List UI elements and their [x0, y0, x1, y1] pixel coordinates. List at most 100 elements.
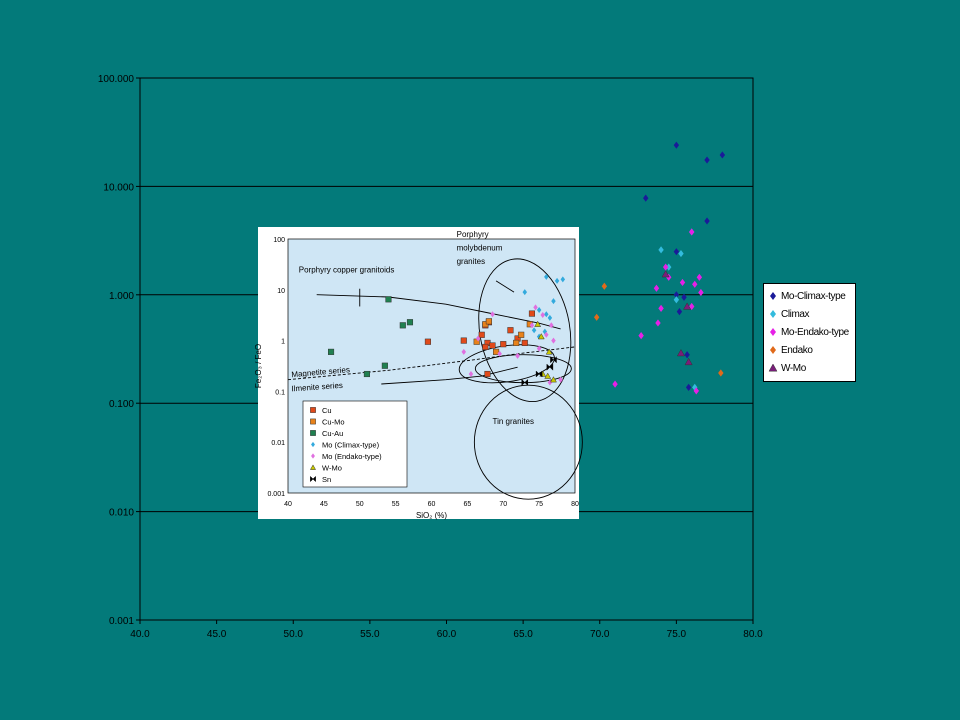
data-point: [684, 357, 693, 366]
data-point: [693, 387, 699, 395]
inset-data-point: [528, 310, 536, 317]
legend-label: Mo-Climax-type: [781, 290, 846, 302]
inset-y-tick-label: 0.001: [267, 491, 285, 498]
series-boundary-line: [287, 346, 576, 381]
data-point: [662, 263, 669, 271]
annotation-porphyry: Porphyry: [457, 230, 489, 239]
inset-data-point: [482, 343, 489, 350]
data-point: [638, 332, 644, 340]
inset-data-point: [550, 356, 557, 364]
y-tick-label: 0.010: [109, 508, 134, 519]
inset-data-point: [521, 339, 528, 346]
inset-x-tick-label: 65: [463, 501, 471, 508]
y-tick-label: 100.000: [98, 74, 135, 85]
x-tick-label: 50.0: [284, 629, 304, 640]
data-point: [718, 369, 724, 377]
inset-data-point: [490, 311, 495, 318]
x-tick-label: 80.0: [743, 629, 763, 640]
inset-legend-marker: [310, 475, 316, 483]
inset-x-tick-label: 60: [428, 501, 436, 508]
inset-data-point: [550, 376, 557, 383]
inset-axes: 0.001 0.01 0.1 1 10 100 40 45 50 55 60 65 70 75 80 SiO₂…: [254, 237, 579, 520]
inset-data-point: [544, 372, 552, 379]
data-point: [689, 302, 695, 311]
data-point: [692, 280, 698, 288]
data-point: [653, 284, 660, 292]
data-point: [673, 141, 680, 149]
inset-data-point: [475, 335, 481, 342]
diamond-marker-icon: [766, 291, 780, 301]
x-tick-label: 55.0: [360, 629, 380, 640]
inset-data-point: [363, 370, 370, 378]
inset-data-point: [554, 277, 560, 284]
inset-data-point: [540, 311, 545, 318]
data-point: [673, 296, 680, 304]
inset-data-point: [406, 319, 414, 326]
inset-y-tick-label: 1: [281, 339, 285, 346]
diamond-marker-icon: [766, 309, 780, 319]
inset-legend: Cu Cu-Mo Cu-Au Mo (Climax-type) Mo (Endako-t…: [302, 400, 408, 488]
inset-data-point: [424, 338, 431, 345]
data-point: [655, 319, 661, 327]
legend-label: Endako: [781, 344, 813, 356]
porphyry-copper-boundary: [316, 294, 561, 330]
inset-chart: 0.001 0.01 0.1 1 10 100 40 45 50 55 60 65 70 75 80 SiO₂…: [254, 227, 583, 520]
legend-marker: [770, 292, 776, 300]
inset-data-point: [533, 304, 538, 311]
y-tick-label: 0.001: [109, 616, 134, 627]
data-point: [689, 228, 695, 236]
inset-annotations: Porphyry copper granitoids Porphyry molybd…: [291, 230, 534, 426]
inset-data-point: [521, 378, 529, 387]
inset-data-point: [328, 348, 335, 355]
legend-item: W-Mo: [766, 359, 853, 377]
data-point: [683, 302, 692, 310]
inset-data-point: [536, 307, 542, 314]
data-point: [676, 307, 683, 316]
y-tick-label: 10.000: [103, 182, 134, 193]
inset-data-point: [544, 331, 549, 338]
data-point: [704, 156, 710, 164]
inset-data-point: [478, 331, 485, 338]
inset-data-point: [560, 276, 566, 283]
y-tick-label: 1.000: [109, 291, 134, 302]
annotation-porphyry-copper: Porphyry copper granitoids: [299, 265, 395, 274]
inset-data-point: [399, 322, 406, 329]
data-point: [698, 288, 704, 297]
inset-y-tick-label: 0.1: [275, 389, 285, 396]
inset-data-point: [551, 337, 556, 344]
inset-data-point: [484, 370, 491, 378]
inset-x-tick-label: 70: [499, 501, 507, 508]
inset-legend-label: Cu-Au: [322, 429, 343, 438]
x-tick-label: 45.0: [207, 629, 227, 640]
inset-legend-label: W-Mo: [322, 464, 342, 473]
inset-legend-marker: [310, 418, 316, 425]
inset-data-point: [558, 376, 563, 383]
data-point: [661, 270, 670, 278]
inset-x-tick-label: 80: [571, 501, 579, 508]
data-point: [643, 194, 649, 202]
main-legend: Mo-Climax-type Climax Mo-Endako-type Endako…: [763, 283, 856, 382]
inset-data-point: [536, 345, 542, 352]
inset-data-point: [468, 371, 474, 378]
data-point: [666, 263, 672, 271]
data-point: [681, 293, 687, 301]
data-point: [684, 351, 690, 359]
inset-legend-label: Cu: [322, 406, 332, 415]
triangle-marker-icon: [766, 363, 780, 373]
inset-data-points: [328, 273, 566, 387]
x-tick-label: 65.0: [513, 629, 533, 640]
inset-y-axis-label: Fe₂O₃ / FeO: [254, 344, 263, 388]
inset-data-point: [497, 350, 502, 357]
inset-x-tick-label: 55: [392, 501, 400, 508]
inset-legend-label: Mo (Climax-type): [322, 441, 380, 450]
inset-legend-marker: [310, 407, 316, 413]
inset-legend-marker: [310, 430, 316, 436]
inset-data-point: [534, 320, 542, 327]
inset-x-tick-label: 45: [320, 501, 328, 508]
annotation-tin-granites: Tin granites: [492, 417, 534, 426]
data-point: [676, 348, 685, 357]
inset-data-point: [549, 322, 554, 329]
inset-data-point: [522, 289, 528, 296]
main-data-points: [593, 141, 726, 395]
